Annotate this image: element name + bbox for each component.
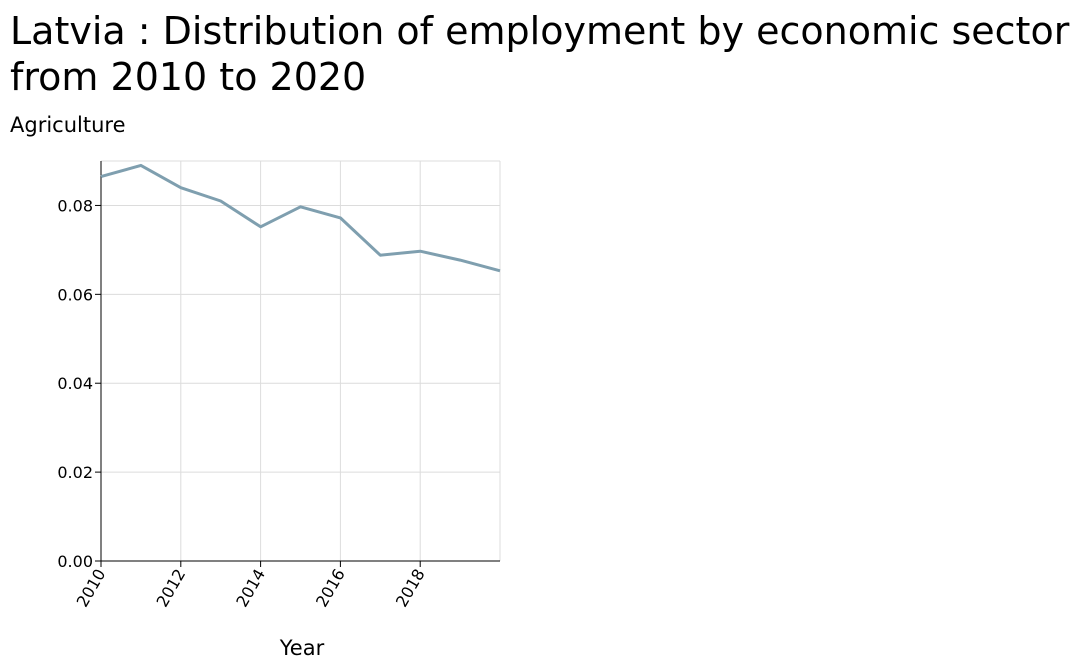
x-tick-label: 2010 (73, 566, 110, 611)
tick-labels: 2010 2012 2014 2016 2018 0.00 0.02 0.04 0.06 0.08 (57, 196, 428, 610)
x-axis-title: Year (279, 636, 325, 660)
y-tick-label: 0.02 (57, 463, 93, 482)
x-tick-label: 2018 (392, 566, 429, 611)
x-tick-label: 2012 (152, 566, 189, 611)
y-axis-title: Agriculture (10, 113, 126, 137)
axes (100, 161, 500, 562)
series-line (100, 163, 501, 273)
x-tick-label: 2014 (232, 566, 269, 611)
y-tick-label: 0.08 (57, 196, 93, 215)
y-tick-label: 0.04 (57, 374, 93, 393)
y-tick-label: 0.06 (57, 285, 93, 304)
series-layer (100, 163, 501, 273)
y-tick-label: 0.00 (57, 552, 93, 571)
gridlines (100, 160, 501, 562)
x-tick-label: 2016 (312, 566, 349, 611)
chart-title: Latvia : Distribution of employment by e… (10, 9, 1070, 99)
